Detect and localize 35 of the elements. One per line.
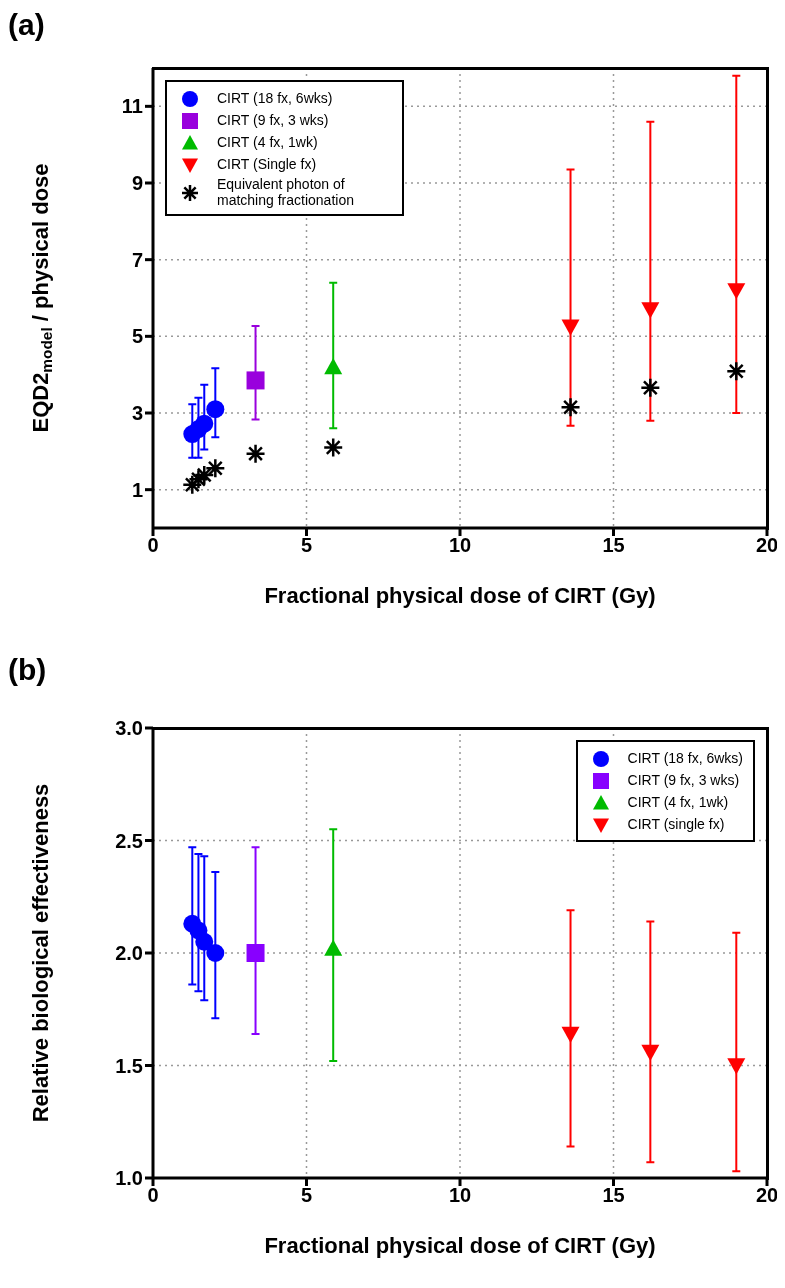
legend-label: Equivalent photon of matching fractionation — [217, 176, 355, 208]
y-tick-label: 11 — [121, 95, 143, 118]
y-tick-label: 7 — [131, 248, 143, 271]
x-tick-label: 0 — [147, 1184, 159, 1207]
y-tick-label: 3.0 — [115, 717, 143, 740]
y-tick-label: 2.5 — [115, 829, 143, 852]
y-tick-label: 5 — [131, 325, 143, 348]
x-tick-label: 0 — [147, 534, 159, 557]
legend-label: CIRT (9 fx, 3 wks) — [627, 772, 740, 788]
legend-label: CIRT (18 fx, 6wks) — [217, 90, 333, 106]
legend-label: CIRT (Single fx) — [217, 156, 317, 172]
x-tick-label: 15 — [602, 1184, 625, 1207]
y-tick-label: 1 — [131, 478, 143, 501]
x-tick-label: 20 — [755, 1184, 779, 1207]
x-tick-label: 10 — [448, 534, 472, 557]
chart-title: (b) — [8, 653, 47, 687]
legend-label: CIRT (4 fx, 1wk) — [217, 134, 318, 150]
x-axis-title: Fractional physical dose of CIRT (Gy) — [264, 583, 656, 608]
chart-title: (a) — [8, 8, 45, 42]
y-tick-label: 9 — [131, 172, 143, 195]
x-tick-label: 15 — [602, 534, 625, 557]
x-tick-label: 5 — [300, 534, 313, 557]
y-tick-label: 1.5 — [115, 1054, 143, 1077]
y-axis-title: Relative biological effectiveness — [28, 783, 53, 1123]
legend-label: CIRT (9 fx, 3 wks) — [217, 112, 329, 128]
x-axis-title: Fractional physical dose of CIRT (Gy) — [264, 1233, 656, 1258]
y-tick-label: 3 — [131, 402, 143, 425]
y-tick-label: 2.0 — [115, 942, 143, 965]
x-tick-label: 5 — [300, 1184, 313, 1207]
legend-label: CIRT (4 fx, 1wk) — [627, 794, 729, 810]
legend-label: CIRT (18 fx, 6wks) — [627, 750, 743, 766]
y-tick-label: 1.0 — [115, 1167, 143, 1190]
x-tick-label: 20 — [755, 534, 779, 557]
x-tick-label: 10 — [448, 1184, 472, 1207]
legend-label: CIRT (single fx) — [627, 816, 725, 832]
